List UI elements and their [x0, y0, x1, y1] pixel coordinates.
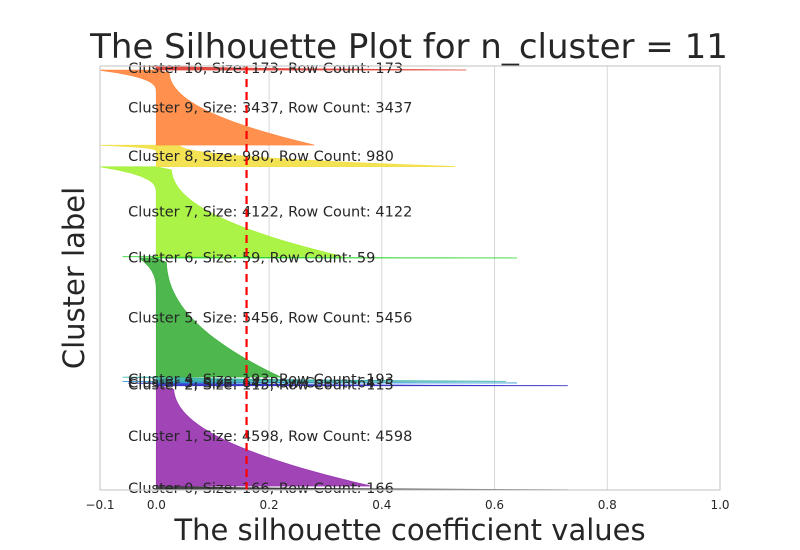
cluster-label-9: Cluster 9, Size: 3437, Row Count: 3437 [128, 101, 412, 117]
cluster-label-2: Cluster 2, Size: 115, Row Count: 115 [128, 377, 394, 393]
cluster-labels: Cluster 0, Size: 166, Row Count: 166 Clus… [128, 61, 412, 497]
cluster-label-4: Cluster 4, Size: 193, Row Count: 193 [128, 372, 394, 388]
x-tick-labels: −0.1 0.0 0.2 0.4 0.6 0.8 1.0 [85, 498, 729, 512]
cluster-label-1: Cluster 1, Size: 4598, Row Count: 4598 [128, 429, 412, 445]
silhouette-cluster-3 [122, 381, 518, 384]
plot-frame [99, 65, 721, 491]
cluster-label-6: Cluster 6, Size: 59, Row Count: 59 [128, 250, 375, 266]
cluster-label-3: Cluster 3, Size: 64, Row Count: 64 [128, 375, 375, 391]
x-tick-label: 0.8 [598, 498, 617, 512]
silhouette-cluster-6 [122, 256, 518, 259]
y-axis-label: Cluster label [57, 187, 91, 369]
x-tick-label: 1.0 [710, 498, 729, 512]
x-tick-label: 0.4 [372, 498, 391, 512]
silhouette-cluster-4 [122, 376, 506, 382]
silhouette-cluster-1 [155, 385, 371, 487]
silhouette-areas [99, 65, 568, 491]
cluster-label-8: Cluster 8, Size: 980, Row Count: 980 [128, 149, 394, 165]
silhouette-cluster-2 [128, 382, 568, 387]
cluster-label-10: Cluster 10, Size: 173, Row Count: 173 [128, 61, 403, 77]
chart-title: The Silhouette Plot for n_cluster = 11 [89, 27, 728, 67]
x-tick-label: −0.1 [85, 498, 114, 512]
cluster-label-5: Cluster 5, Size: 5456, Row Count: 5456 [128, 311, 412, 327]
x-tick-label: 0.6 [485, 498, 504, 512]
silhouette-cluster-5 [138, 257, 281, 378]
x-tick-label: 0.0 [147, 498, 166, 512]
x-tick-label: 0.2 [260, 498, 279, 512]
cluster-label-7: Cluster 7, Size: 4122, Row Count: 4122 [128, 205, 412, 221]
x-axis-label: The silhouette coefficient values [173, 513, 645, 547]
cluster-label-0: Cluster 0, Size: 166, Row Count: 166 [128, 481, 394, 497]
